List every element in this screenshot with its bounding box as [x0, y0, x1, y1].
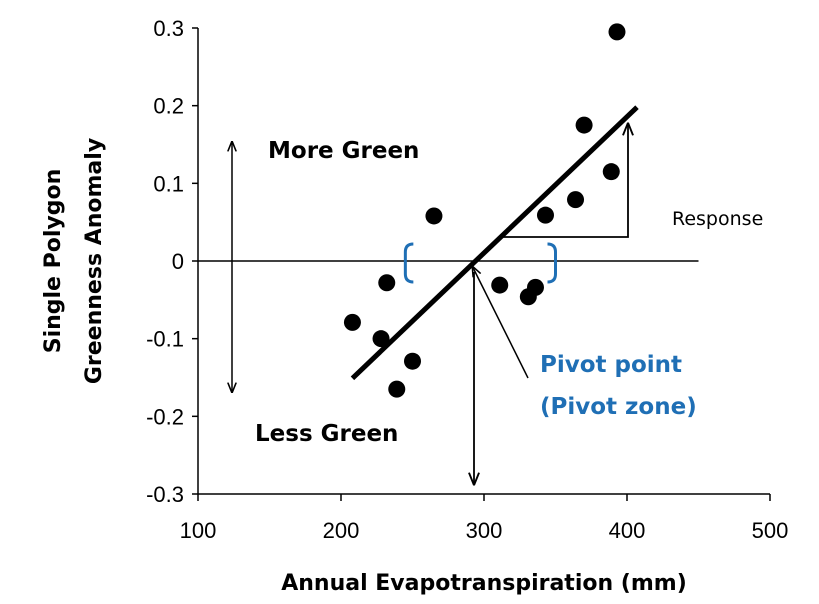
- y-tick-label: 0.3: [153, 16, 184, 41]
- trend-line: [350, 105, 639, 381]
- y-axis-label: Single Polygon Greenness Anomaly: [41, 138, 107, 384]
- data-point: [372, 330, 390, 348]
- data-point: [526, 278, 544, 296]
- pivot-pointer-arrow: [473, 267, 529, 379]
- x-tick-label: 100: [180, 518, 217, 543]
- data-point: [491, 276, 509, 294]
- y-tick-label: 0: [172, 249, 184, 274]
- x-tick-label: 300: [466, 518, 503, 543]
- x-tick-label: 200: [323, 518, 360, 543]
- x-axis-label: Annual Evapotranspiration (mm): [281, 571, 687, 596]
- pivot-zone-right-bracket: [547, 242, 557, 284]
- data-point: [536, 206, 554, 224]
- data-point: [404, 352, 421, 370]
- y-axis-label-line2: Greenness Anomaly: [82, 138, 107, 384]
- y-tick-label: -0.3: [146, 482, 184, 507]
- data-point: [575, 116, 593, 134]
- y-tick-label: -0.1: [146, 327, 184, 352]
- y-tick-label: 0.1: [153, 171, 184, 196]
- x-tick-label: 500: [752, 518, 789, 543]
- data-point: [425, 207, 443, 225]
- x-tick-label: 400: [609, 518, 646, 543]
- less-green-label: Less Green: [255, 421, 398, 447]
- data-point: [343, 313, 361, 331]
- y-tick-label: 0.2: [153, 94, 184, 119]
- data-point: [608, 23, 626, 41]
- y-axis-label-line1: Single Polygon: [41, 169, 66, 354]
- data-point: [388, 380, 406, 398]
- response-arrow: [500, 124, 628, 238]
- data-point: [378, 274, 396, 292]
- data-point: [602, 163, 620, 181]
- y-tick-label: -0.2: [146, 404, 184, 429]
- pivot-point-label: Pivot point: [540, 352, 682, 378]
- data-point: [567, 191, 585, 209]
- more-green-label: More Green: [268, 138, 419, 164]
- response-label: Response: [672, 208, 763, 230]
- pivot-zone-left-bracket: [403, 242, 414, 284]
- pivot-zone-label: (Pivot zone): [540, 394, 697, 420]
